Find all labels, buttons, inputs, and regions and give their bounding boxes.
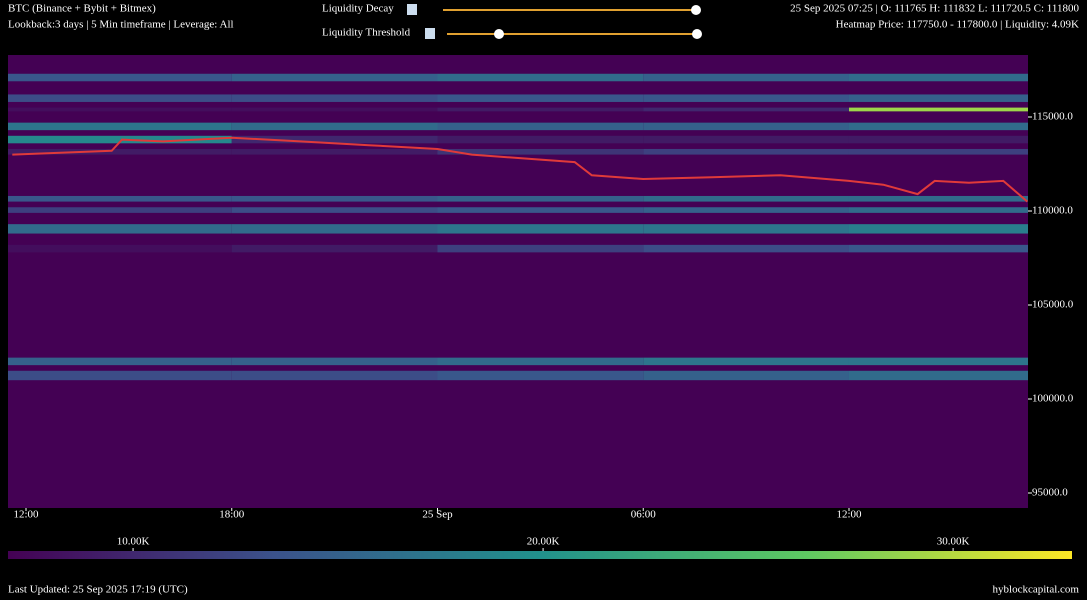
heat-cell (8, 94, 232, 102)
heat-cell (8, 357, 232, 366)
x-tick-label: 25 Sep (422, 509, 453, 521)
heat-cell (437, 207, 644, 213)
heat-cell (848, 94, 1028, 102)
slider-handle[interactable] (692, 29, 702, 39)
colorbar-tick-label: 20.00K (527, 536, 560, 548)
heat-cell (8, 135, 232, 144)
heat-cell (231, 135, 438, 144)
x-tick-label: 12:00 (836, 509, 862, 521)
heat-cell (643, 207, 849, 213)
heat-cell (437, 224, 644, 234)
heat-cell (8, 107, 232, 112)
heat-cell (848, 107, 1028, 112)
heat-cell (437, 195, 644, 202)
colorbar-tick-label: 10.00K (117, 536, 150, 548)
heat-cell (8, 73, 232, 82)
last-updated: Last Updated: 25 Sep 2025 17:19 (UTC) (8, 584, 188, 596)
x-tick-label: 06:00 (631, 509, 657, 521)
heat-cell (231, 73, 438, 82)
heat-cell (437, 370, 644, 381)
heat-cell (231, 94, 438, 102)
heat-cell (848, 357, 1028, 366)
heat-cell (8, 244, 232, 253)
heat-cell (437, 94, 644, 102)
heat-cell (8, 370, 232, 381)
heat-cell (848, 135, 1028, 144)
heat-cell (643, 224, 849, 234)
slider-handle[interactable] (494, 29, 504, 39)
heat-cell (643, 122, 849, 131)
decay-slider[interactable] (443, 5, 701, 15)
heat-cell (437, 122, 644, 131)
heat-cell (231, 122, 438, 131)
heat-cell (231, 357, 438, 366)
title: BTC (Binance + Bybit + Bitmex) (8, 3, 156, 15)
heat-cell (848, 195, 1028, 202)
heat-cell (848, 370, 1028, 381)
heat-cell (437, 357, 644, 366)
x-tick-label: 18:00 (219, 509, 245, 521)
threshold-label: Liquidity Threshold (322, 27, 411, 39)
heat-cell (437, 135, 644, 144)
heat-cell (643, 94, 849, 102)
heat-cell (8, 148, 232, 155)
heat-cell (8, 122, 232, 131)
slider-handle[interactable] (691, 5, 701, 15)
heat-cell (437, 148, 644, 155)
heat-cell (437, 107, 644, 112)
subtitle: Lookback:3 days | 5 Min timeframe | Leve… (8, 19, 234, 31)
heat-cell (643, 370, 849, 381)
plot-background (8, 55, 1028, 508)
heat-cell (848, 244, 1028, 253)
heat-cell (848, 122, 1028, 131)
heat-cell (437, 244, 644, 253)
hover-info: Heatmap Price: 117750.0 - 117800.0 | Liq… (836, 19, 1079, 31)
decay-label: Liquidity Decay (322, 3, 394, 15)
y-tick-label: 110000.0 (1032, 205, 1073, 217)
broken-icon (407, 4, 417, 15)
colorbar (8, 551, 1072, 559)
heat-cell (643, 107, 849, 112)
heat-cell (643, 73, 849, 82)
heat-cell (8, 207, 232, 213)
colorbar-tick-label: 30.00K (937, 536, 970, 548)
heat-cell (848, 148, 1028, 155)
price-line (12, 136, 1028, 203)
heat-cell (643, 148, 849, 155)
heat-cell (231, 207, 438, 213)
heat-cell (231, 224, 438, 234)
heat-cell (643, 244, 849, 253)
threshold-slider[interactable] (447, 29, 702, 39)
heat-cell (643, 195, 849, 202)
heat-cell (643, 357, 849, 366)
y-tick-label: 115000.0 (1032, 111, 1073, 123)
heat-cell (848, 224, 1028, 234)
y-tick-label: 100000.0 (1032, 393, 1074, 405)
heat-cell (231, 148, 438, 155)
broken-icon (425, 28, 435, 39)
heat-cell (8, 224, 232, 234)
heat-cell (8, 195, 232, 202)
ohlc: 25 Sep 2025 07:25 | O: 111765 H: 111832 … (790, 3, 1079, 15)
heat-cell (231, 244, 438, 253)
y-tick-label: 95000.0 (1032, 487, 1068, 499)
heat-cell (643, 135, 849, 144)
heat-cell (231, 370, 438, 381)
x-tick-label: 12:00 (13, 509, 39, 521)
heat-cell (231, 107, 438, 112)
brand: hyblockcapital.com (993, 584, 1080, 596)
heat-cell (437, 73, 644, 82)
heat-cell (848, 73, 1028, 82)
y-tick-label: 105000.0 (1032, 299, 1074, 311)
heat-cell (231, 195, 438, 202)
heat-cell (848, 207, 1028, 213)
